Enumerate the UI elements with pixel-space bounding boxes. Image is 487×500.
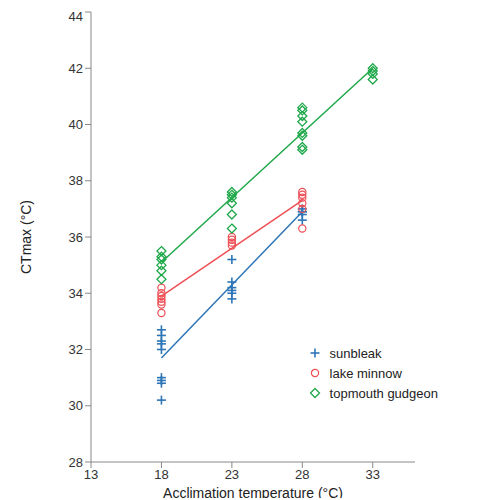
svg-text:23: 23 [225,467,239,482]
svg-text:28: 28 [295,467,309,482]
svg-text:18: 18 [154,467,168,482]
svg-text:42: 42 [69,61,83,76]
svg-text:13: 13 [84,467,98,482]
svg-text:30: 30 [69,398,83,413]
svg-text:Acclimation temperature (°C): Acclimation temperature (°C) [163,485,343,498]
svg-text:36: 36 [69,230,83,245]
svg-text:44: 44 [69,9,83,24]
svg-text:38: 38 [69,173,83,188]
svg-text:28: 28 [69,455,83,470]
svg-text:40: 40 [69,117,83,132]
svg-text:32: 32 [69,342,83,357]
svg-text:33: 33 [366,467,380,482]
html-text:lake minnow: lake minnow [329,365,402,381]
svg-text:CTmax (°C): CTmax (°C) [18,200,34,274]
html-text:sunbleak: sunbleak [329,345,382,361]
svg-text:34: 34 [69,286,83,301]
html-text:topmouth gudgeon: topmouth gudgeon [329,385,438,401]
